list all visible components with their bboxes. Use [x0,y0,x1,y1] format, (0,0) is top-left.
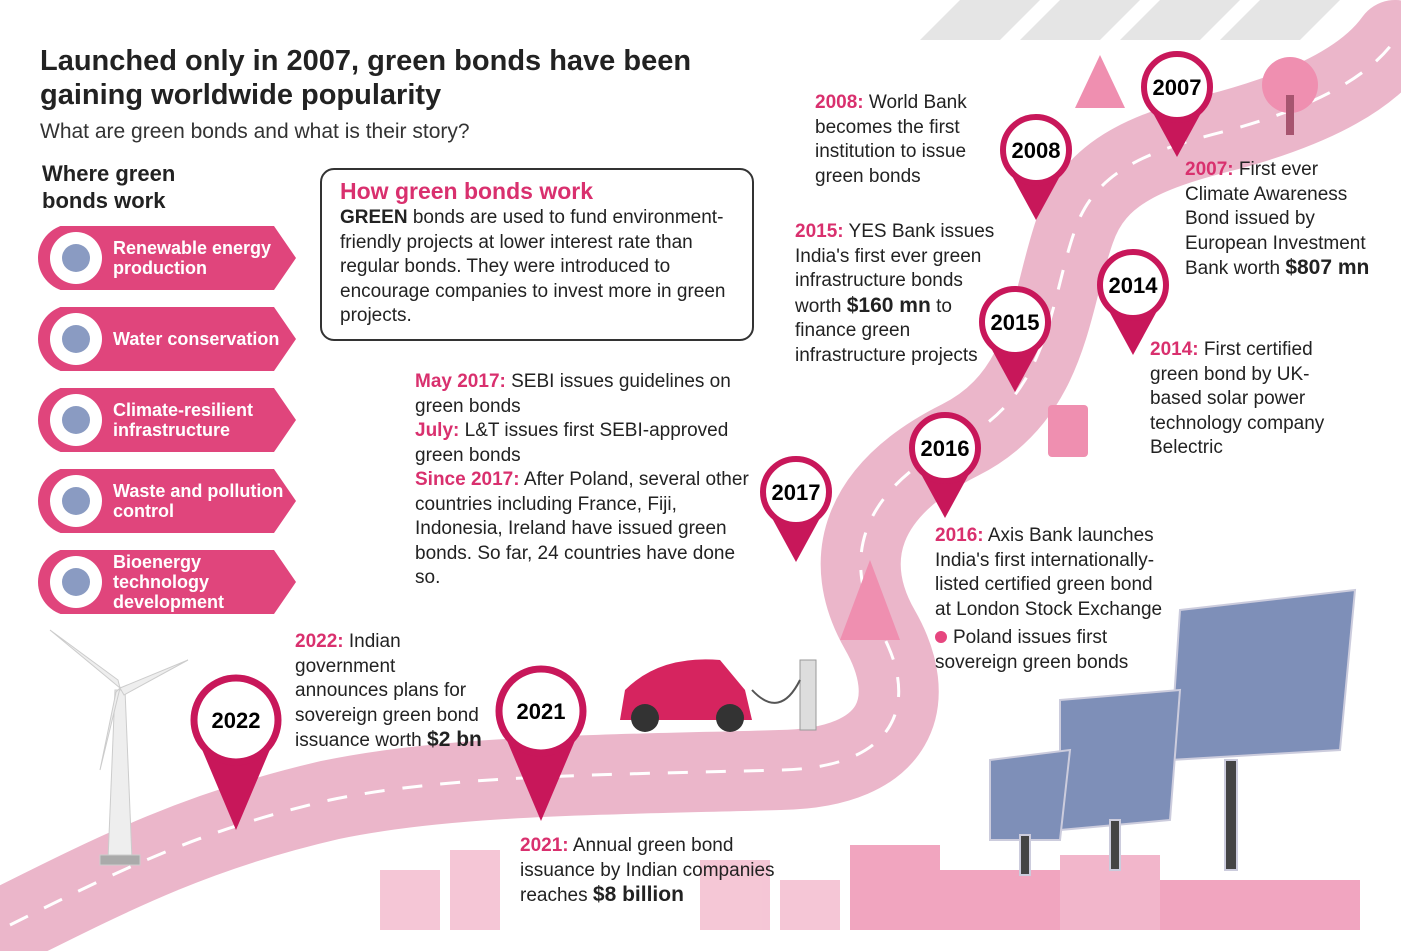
event-note: Poland issues first sovereign green bond… [935,627,1128,673]
sector-label: Renewable energy production [113,226,288,290]
event-label: 2008: [815,92,864,113]
event-text: L&T issues first SEBI-approved green bon… [415,420,728,466]
event-label: 2021: [520,835,569,856]
event: 2008: World Bank becomes the first insti… [815,91,1010,189]
pin-year: 2007 [1153,75,1202,100]
event: 2016: Axis Bank launches India's first i… [935,524,1170,675]
how-lead: GREEN [340,207,408,228]
sector-item: Waste and pollution control [38,469,296,533]
event: May 2017: SEBI issues guidelines on gree… [415,370,760,419]
event: 2015: YES Bank issues India's first ever… [795,220,1010,368]
event-label: Since 2017: [415,469,520,490]
event-group: May 2017: SEBI issues guidelines on gree… [415,370,760,591]
event: 2014: First certified green bond by UK-b… [1150,338,1350,461]
sector-item: Renewable energy production [38,226,296,290]
event: 2007: First ever Climate Awareness Bond … [1185,158,1375,282]
infographic: 2007 2008 2014 2015 2016 2017 2021 2022 … [0,0,1401,951]
pin-year: 2008 [1012,138,1061,163]
how-body: GREEN bonds are used to fund environment… [340,206,740,329]
corner-stripes [920,0,1340,40]
event-label: 2015: [795,221,844,242]
event-label: 2014: [1150,339,1199,360]
event-label: 2007: [1185,159,1234,180]
event: Since 2017: After Poland, several other … [415,468,760,591]
sector-item: Bioenergy technology development [38,550,296,614]
sector-label: Water conservation [113,307,288,371]
event: 2021: Annual green bond issuance by Indi… [520,834,810,909]
sector-label: Climate-resilient infrastructure [113,388,288,452]
how-box: How green bonds work GREEN bonds are use… [320,168,754,341]
event-emphasis: $2 bn [427,728,482,751]
how-title: How green bonds work [340,176,740,206]
event-emphasis: $807 mn [1285,256,1369,279]
subtitle: What are green bonds and what is their s… [40,120,470,144]
pin-year: 2014 [1109,273,1159,298]
pin-year: 2016 [921,436,970,461]
sector-item: Water conservation [38,307,296,371]
sectors-title: Where green bonds work [42,160,212,214]
event-label: May 2017: [415,371,506,392]
pin-year: 2022 [212,708,261,733]
pin-year: 2017 [772,480,821,505]
event-label: 2016: [935,525,984,546]
event-emphasis: $160 mn [847,294,931,317]
event-emphasis: $8 billion [593,883,684,906]
pin-2017: 2017 [763,459,829,562]
sector-label: Bioenergy technology development [113,550,288,614]
event: July: L&T issues first SEBI-approved gre… [415,419,760,468]
sector-label: Waste and pollution control [113,469,288,533]
car [620,659,816,732]
pin-year: 2021 [517,699,566,724]
event: 2022: Indian government announces plans … [295,630,485,754]
event-label: 2022: [295,631,344,652]
title: Launched only in 2007, green bonds have … [40,44,740,112]
event-label: July: [415,420,459,441]
sector-item: Climate-resilient infrastructure [38,388,296,452]
